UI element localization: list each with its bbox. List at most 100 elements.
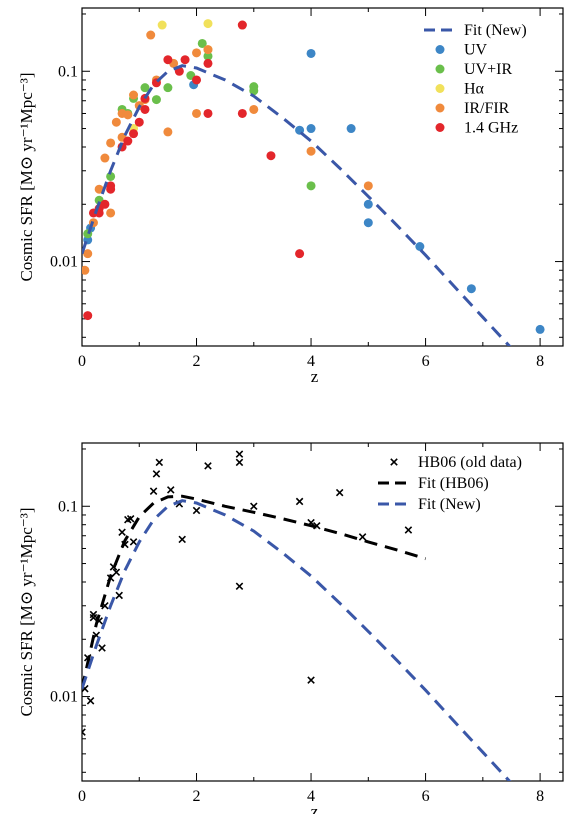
fit-new-line — [82, 499, 512, 781]
data-point — [466, 284, 476, 294]
legend-label: Fit (New) — [418, 496, 481, 513]
data-point — [404, 526, 413, 534]
fit-new-line — [82, 64, 512, 346]
data-point — [98, 644, 106, 652]
data-point — [134, 117, 144, 127]
data-point — [129, 90, 139, 100]
legend-dot-swatch — [435, 103, 445, 113]
data-point — [306, 181, 316, 191]
legend-dot-swatch — [435, 45, 445, 54]
data-point — [307, 676, 315, 684]
data-point — [163, 127, 173, 137]
data-point — [163, 83, 173, 93]
data-point — [203, 45, 213, 55]
data-point — [266, 151, 276, 161]
legend-label: IR/FIR — [464, 100, 510, 117]
data-point — [86, 697, 95, 705]
data-point — [363, 199, 373, 209]
legend-label: UV+IR — [464, 61, 512, 78]
data-point — [157, 20, 167, 30]
data-point — [180, 55, 190, 65]
data-point — [535, 324, 545, 334]
legend-label: HB06 (old data) — [418, 454, 522, 471]
data-point — [123, 110, 133, 120]
legend-dot-swatch — [435, 84, 445, 93]
x-tick-label: 8 — [536, 788, 544, 805]
data-point — [106, 208, 116, 218]
legend: HB06 (old data) Fit (HB06) Fit (New) — [378, 454, 522, 513]
x-tick-label: 2 — [193, 353, 201, 370]
series-1-4-ghz — [83, 20, 305, 321]
data-point — [197, 38, 207, 48]
data-point — [249, 86, 259, 96]
legend-x-swatch — [390, 458, 398, 466]
x-tick-label: 6 — [422, 788, 430, 805]
data-point — [237, 20, 247, 30]
plot-area — [82, 19, 545, 346]
data-point — [83, 249, 93, 259]
data-point — [346, 124, 356, 134]
fit-hb06-line — [82, 494, 427, 690]
data-point — [237, 108, 247, 118]
data-point — [235, 582, 244, 590]
x-tick-label: 8 — [536, 353, 544, 370]
data-point — [192, 75, 202, 85]
legend: Fit (New) UV UV+IR Hα IR/FIR 1.4 GHz — [424, 22, 527, 137]
data-point — [115, 591, 123, 600]
x-tick-label: 0 — [78, 353, 86, 370]
data-point — [203, 58, 213, 68]
data-point — [111, 117, 121, 127]
data-point — [152, 470, 161, 478]
data-point — [358, 533, 367, 541]
data-point — [166, 486, 175, 494]
data-point — [306, 124, 316, 134]
y-tick-label: 0.01 — [50, 689, 78, 706]
data-point — [129, 538, 138, 546]
y-axis-label: Cosmic SFR [M⊙ yr⁻¹Mpc⁻³] — [17, 72, 36, 281]
data-point — [106, 181, 116, 191]
data-point — [295, 497, 304, 506]
data-point — [118, 528, 126, 537]
data-point — [178, 535, 186, 544]
chart-panel-2: 0 2 4 6 8 0.1 0.01 z Cosmic SFR [M⊙ yr⁻¹Mpc⁻³] HB… — [17, 442, 564, 814]
data-point — [100, 153, 110, 163]
data-point — [192, 506, 201, 515]
data-point — [163, 55, 173, 65]
data-point — [306, 146, 316, 156]
data-point — [363, 218, 373, 228]
data-point — [82, 265, 90, 275]
data-point — [295, 249, 305, 259]
data-point — [106, 171, 116, 181]
x-axis-label: z — [311, 367, 319, 386]
legend-dot-swatch — [435, 64, 445, 74]
y-axis-label: Cosmic SFR [M⊙ yr⁻¹Mpc⁻³] — [17, 507, 36, 716]
data-point — [363, 181, 373, 191]
data-point — [203, 51, 213, 61]
data-point — [149, 487, 158, 495]
data-point — [89, 610, 98, 619]
data-point — [140, 104, 150, 114]
legend-label: UV — [464, 42, 488, 59]
data-point — [192, 48, 202, 58]
data-point — [126, 514, 135, 523]
data-point — [82, 728, 86, 736]
data-point — [249, 104, 259, 114]
chart-panel-1: 0 2 4 6 8 0.1 0.01 z Cosmic SFR [M⊙ yr⁻¹Mpc⁻³] Fi… — [17, 7, 564, 386]
y-tick-label: 0.1 — [58, 63, 78, 80]
data-point — [306, 48, 316, 58]
data-point — [203, 108, 213, 118]
data-point — [140, 83, 150, 93]
data-point — [129, 129, 139, 139]
data-point — [250, 502, 258, 511]
data-point — [335, 488, 344, 497]
plot-area — [82, 450, 512, 781]
legend-dot-swatch — [435, 123, 445, 132]
x-axis-label: z — [311, 802, 319, 814]
data-point — [123, 136, 133, 146]
legend-label: Hα — [464, 81, 485, 98]
data-point — [151, 95, 161, 105]
x-tick-label: 2 — [193, 788, 201, 805]
data-point — [235, 458, 244, 467]
y-tick-label: 0.1 — [58, 498, 78, 515]
